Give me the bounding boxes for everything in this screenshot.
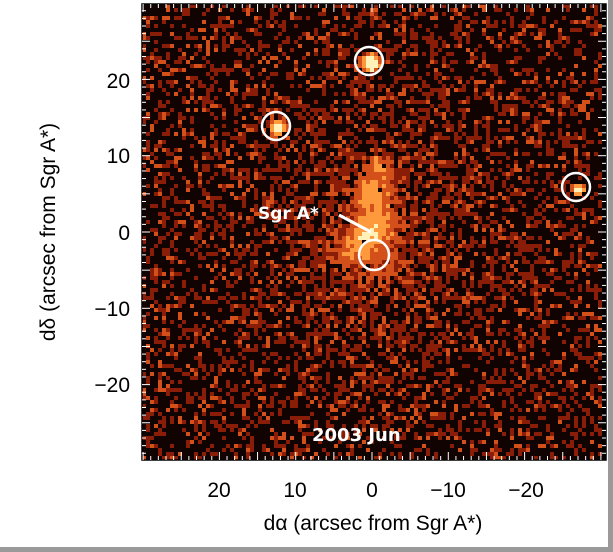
y-tick-label: 10 [107,145,130,168]
y-axis-title: dδ (arcsec from Sgr A*) [37,123,60,341]
x-axis-title: dα (arcsec from Sgr A*) [264,512,483,535]
y-tick-label: 20 [107,70,130,93]
sgr-a-star-label: Sgr A* [258,204,319,224]
source-circle-sgr-a-star [357,238,391,272]
axis-ticks [142,4,606,460]
x-ray-count-map [142,4,606,460]
epoch-label: 2003 Jun [312,425,401,446]
x-tick-label: −10 [430,479,466,502]
source-circle-north [353,45,385,77]
source-circle-west [560,171,592,203]
y-tick-label: 0 [118,222,130,245]
y-tick-label: −10 [94,298,130,321]
x-tick-label: 10 [283,479,306,502]
source-circle-northeast [260,110,292,142]
x-tick-label: 0 [366,479,378,502]
x-tick-label: 20 [207,479,230,502]
sgr-a-star-pointer [338,213,372,234]
plot-frame [141,3,607,461]
x-ray-image-panel [142,4,606,460]
x-tick-label: −20 [508,479,544,502]
y-tick-label: −20 [94,374,130,397]
